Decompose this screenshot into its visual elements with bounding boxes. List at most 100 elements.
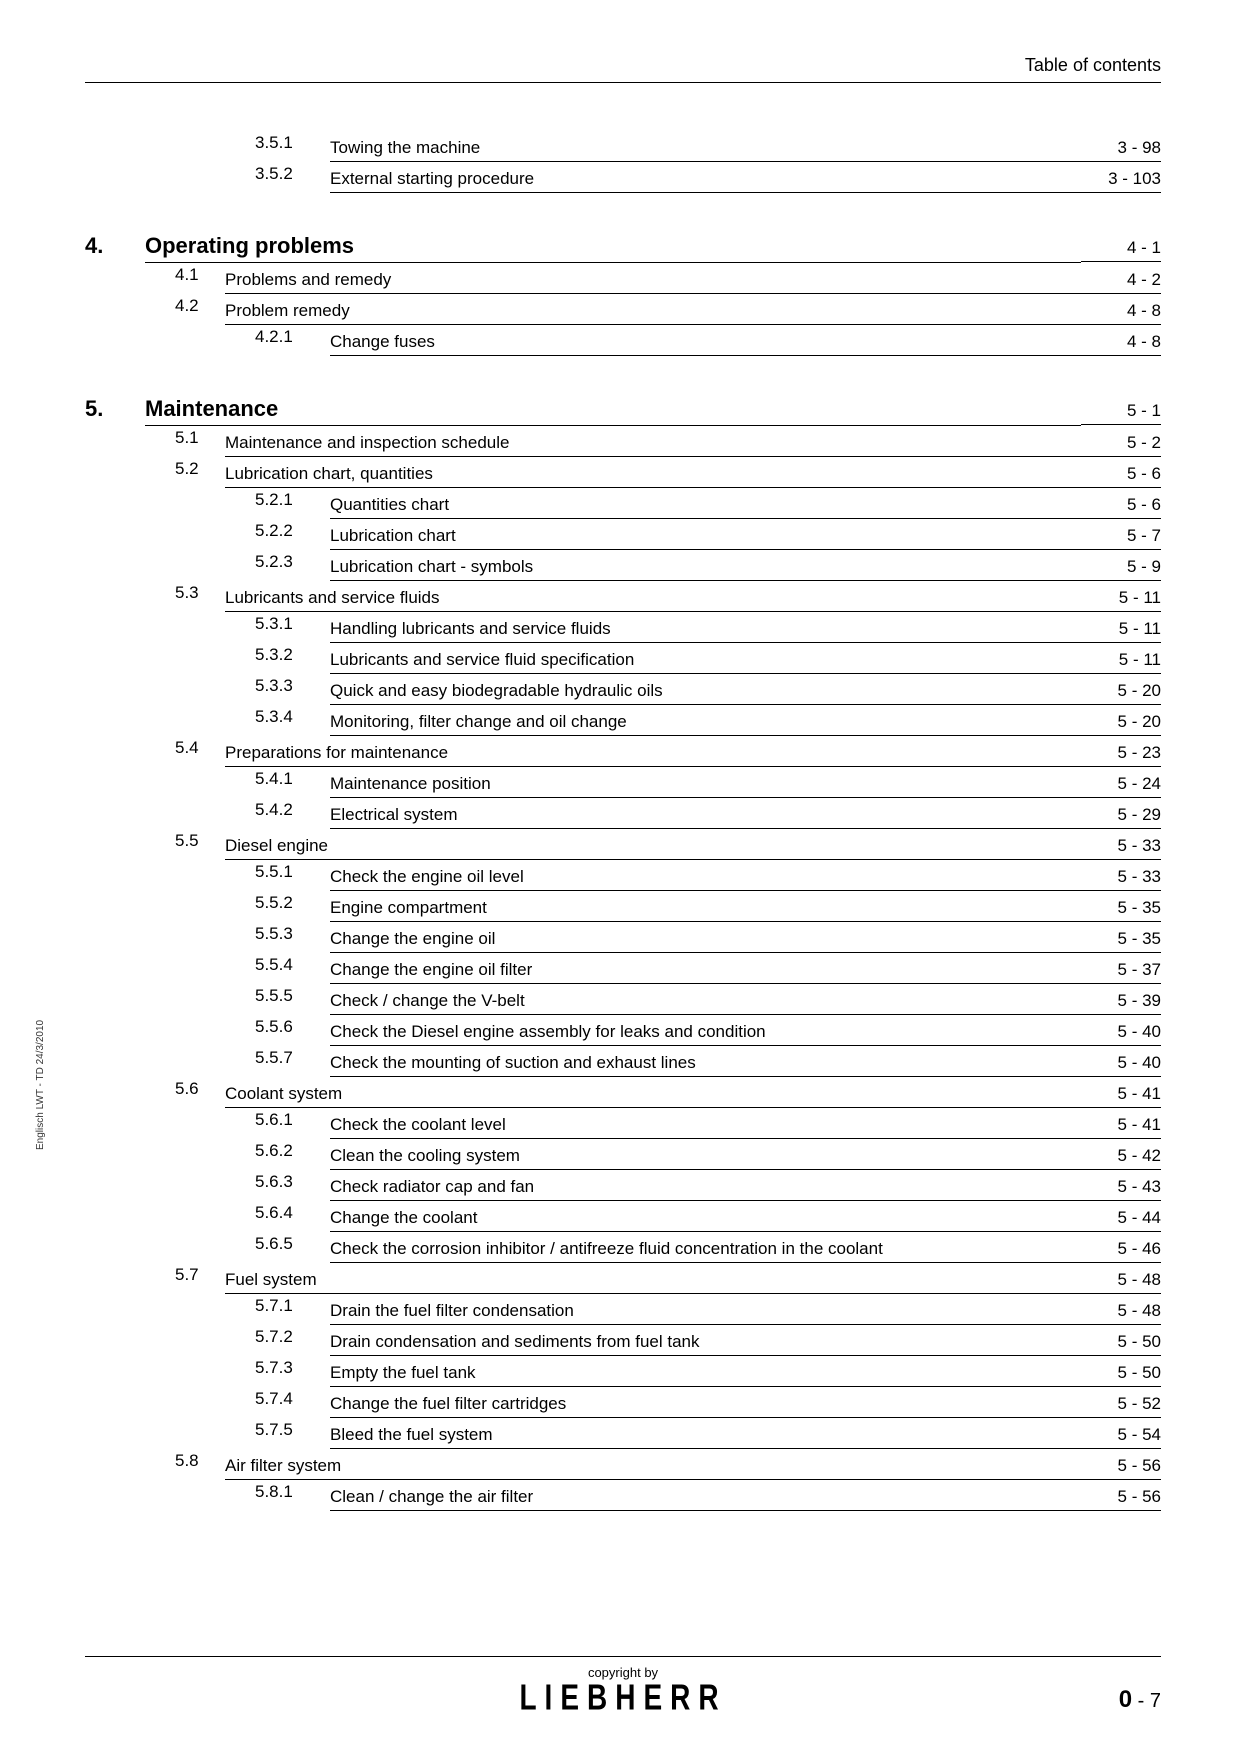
toc-subsection-row: 5.2.2Lubrication chart5 - 7: [85, 521, 1161, 550]
toc-subsection-title: Clean the cooling system: [330, 1141, 1081, 1170]
toc-subsection-page: 5 - 43: [1081, 1172, 1161, 1201]
toc-subsection-num: 5.2.1: [255, 490, 330, 510]
toc-subsection-page: 5 - 6: [1081, 490, 1161, 519]
toc-section-num: 4.1: [175, 265, 225, 285]
toc-subsection-row: 5.7.2Drain condensation and sediments fr…: [85, 1327, 1161, 1356]
toc-subsection-row: 5.5.1Check the engine oil level5 - 33: [85, 862, 1161, 891]
toc-subsection-title: Check radiator cap and fan: [330, 1172, 1081, 1201]
toc-section-row: 5.4Preparations for maintenance5 - 23: [85, 738, 1161, 767]
toc-subsection-row: 5.6.2Clean the cooling system5 - 42: [85, 1141, 1161, 1170]
toc-subsection-row: 5.2.3Lubrication chart - symbols5 - 9: [85, 552, 1161, 581]
toc-subsection-row: 5.2.1Quantities chart5 - 6: [85, 490, 1161, 519]
toc-section-row: 5.7Fuel system5 - 48: [85, 1265, 1161, 1294]
toc-subsection-title: Towing the machine: [330, 133, 1081, 162]
toc-section-row: 4.2Problem remedy4 - 8: [85, 296, 1161, 325]
toc-content: 3.5.1Towing the machine3 - 983.5.2Extern…: [85, 133, 1161, 1511]
toc-subsection-num: 5.8.1: [255, 1482, 330, 1502]
liebherr-logo: LIEBHERR: [519, 1677, 726, 1719]
toc-chapter-title: Maintenance: [145, 396, 1081, 426]
toc-subsection-title: Bleed the fuel system: [330, 1420, 1081, 1449]
toc-section-page: 5 - 2: [1081, 428, 1161, 457]
toc-subsection-row: 5.7.4Change the fuel filter cartridges5 …: [85, 1389, 1161, 1418]
toc-subsection-title: Check the corrosion inhibitor / antifree…: [330, 1234, 1081, 1263]
toc-subsection-title: Change the coolant: [330, 1203, 1081, 1232]
toc-subsection-num: 3.5.1: [255, 133, 330, 153]
toc-subsection-title: Check the mounting of suction and exhaus…: [330, 1048, 1081, 1077]
toc-subsection-page: 5 - 52: [1081, 1389, 1161, 1418]
toc-section-title: Problem remedy: [225, 296, 1081, 325]
toc-subsection-row: 5.4.2Electrical system5 - 29: [85, 800, 1161, 829]
toc-subsection-title: Change the fuel filter cartridges: [330, 1389, 1081, 1418]
toc-subsection-row: 5.8.1Clean / change the air filter5 - 56: [85, 1482, 1161, 1511]
toc-subsection-num: 5.5.1: [255, 862, 330, 882]
toc-subsection-title: Check the coolant level: [330, 1110, 1081, 1139]
toc-subsection-row: 5.4.1Maintenance position5 - 24: [85, 769, 1161, 798]
toc-subsection-title: Lubrication chart: [330, 521, 1081, 550]
toc-subsection-row: 5.6.4Change the coolant5 - 44: [85, 1203, 1161, 1232]
toc-subsection-row: 5.6.5Check the corrosion inhibitor / ant…: [85, 1234, 1161, 1263]
toc-subsection-num: 5.7.2: [255, 1327, 330, 1347]
toc-subsection-title: Lubricants and service fluid specificati…: [330, 645, 1081, 674]
toc-subsection-page: 5 - 20: [1081, 676, 1161, 705]
toc-subsection-page: 5 - 11: [1081, 614, 1161, 643]
toc-subsection-page: 5 - 50: [1081, 1358, 1161, 1387]
toc-subsection-title: Check the engine oil level: [330, 862, 1081, 891]
toc-section-title: Coolant system: [225, 1079, 1081, 1108]
toc-subsection-page: 4 - 8: [1081, 327, 1161, 356]
toc-subsection-num: 5.5.7: [255, 1048, 330, 1068]
toc-subsection-title: Lubrication chart - symbols: [330, 552, 1081, 581]
toc-section-num: 5.3: [175, 583, 225, 603]
toc-section-page: 5 - 33: [1081, 831, 1161, 860]
toc-subsection-num: 5.5.6: [255, 1017, 330, 1037]
toc-subsection-title: Empty the fuel tank: [330, 1358, 1081, 1387]
toc-subsection-page: 5 - 9: [1081, 552, 1161, 581]
toc-subsection-title: Monitoring, filter change and oil change: [330, 707, 1081, 736]
toc-subsection-row: 3.5.2External starting procedure3 - 103: [85, 164, 1161, 193]
toc-subsection-page: 5 - 7: [1081, 521, 1161, 550]
toc-subsection-page: 5 - 56: [1081, 1482, 1161, 1511]
toc-subsection-page: 5 - 11: [1081, 645, 1161, 674]
toc-section-title: Diesel engine: [225, 831, 1081, 860]
toc-subsection-num: 5.5.3: [255, 924, 330, 944]
toc-subsection-row: 5.6.3Check radiator cap and fan5 - 43: [85, 1172, 1161, 1201]
toc-subsection-row: 5.5.5Check / change the V-belt5 - 39: [85, 986, 1161, 1015]
toc-subsection-row: 5.7.1Drain the fuel filter condensation5…: [85, 1296, 1161, 1325]
toc-subsection-num: 5.6.4: [255, 1203, 330, 1223]
toc-section-page: 5 - 6: [1081, 459, 1161, 488]
toc-subsection-page: 5 - 40: [1081, 1048, 1161, 1077]
toc-subsection-page: 5 - 35: [1081, 893, 1161, 922]
toc-chapter-row: 4.Operating problems4 - 1: [85, 233, 1161, 263]
toc-subsection-page: 5 - 54: [1081, 1420, 1161, 1449]
toc-section-title: Problems and remedy: [225, 265, 1081, 294]
toc-subsection-row: 5.5.6Check the Diesel engine assembly fo…: [85, 1017, 1161, 1046]
toc-chapter-page: 5 - 1: [1081, 401, 1161, 425]
toc-subsection-page: 5 - 42: [1081, 1141, 1161, 1170]
toc-subsection-page: 5 - 41: [1081, 1110, 1161, 1139]
toc-section-row: 5.1Maintenance and inspection schedule5 …: [85, 428, 1161, 457]
toc-section-num: 5.8: [175, 1451, 225, 1471]
page-section: 0: [1119, 1686, 1132, 1713]
toc-section-num: 5.1: [175, 428, 225, 448]
toc-subsection-row: 3.5.1Towing the machine3 - 98: [85, 133, 1161, 162]
toc-section-page: 5 - 11: [1081, 583, 1161, 612]
toc-subsection-row: 5.3.4Monitoring, filter change and oil c…: [85, 707, 1161, 736]
toc-section-title: Lubrication chart, quantities: [225, 459, 1081, 488]
page-header: Table of contents: [85, 55, 1161, 83]
toc-chapter-title: Operating problems: [145, 233, 1081, 263]
toc-section-page: 4 - 2: [1081, 265, 1161, 294]
toc-subsection-title: Check / change the V-belt: [330, 986, 1081, 1015]
toc-subsection-row: 5.5.7Check the mounting of suction and e…: [85, 1048, 1161, 1077]
toc-chapter-num: 5.: [85, 396, 145, 422]
toc-subsection-page: 5 - 40: [1081, 1017, 1161, 1046]
toc-subsection-title: Clean / change the air filter: [330, 1482, 1081, 1511]
toc-section-page: 5 - 23: [1081, 738, 1161, 767]
toc-subsection-title: Drain condensation and sediments from fu…: [330, 1327, 1081, 1356]
footer: copyright by LIEBHERR: [85, 1656, 1161, 1714]
toc-subsection-title: Engine compartment: [330, 893, 1081, 922]
toc-subsection-row: 5.3.2Lubricants and service fluid specif…: [85, 645, 1161, 674]
toc-section-title: Preparations for maintenance: [225, 738, 1081, 767]
toc-section-num: 5.7: [175, 1265, 225, 1285]
toc-subsection-title: Change the engine oil filter: [330, 955, 1081, 984]
toc-subsection-page: 5 - 35: [1081, 924, 1161, 953]
page-num-value: 7: [1150, 1690, 1161, 1712]
